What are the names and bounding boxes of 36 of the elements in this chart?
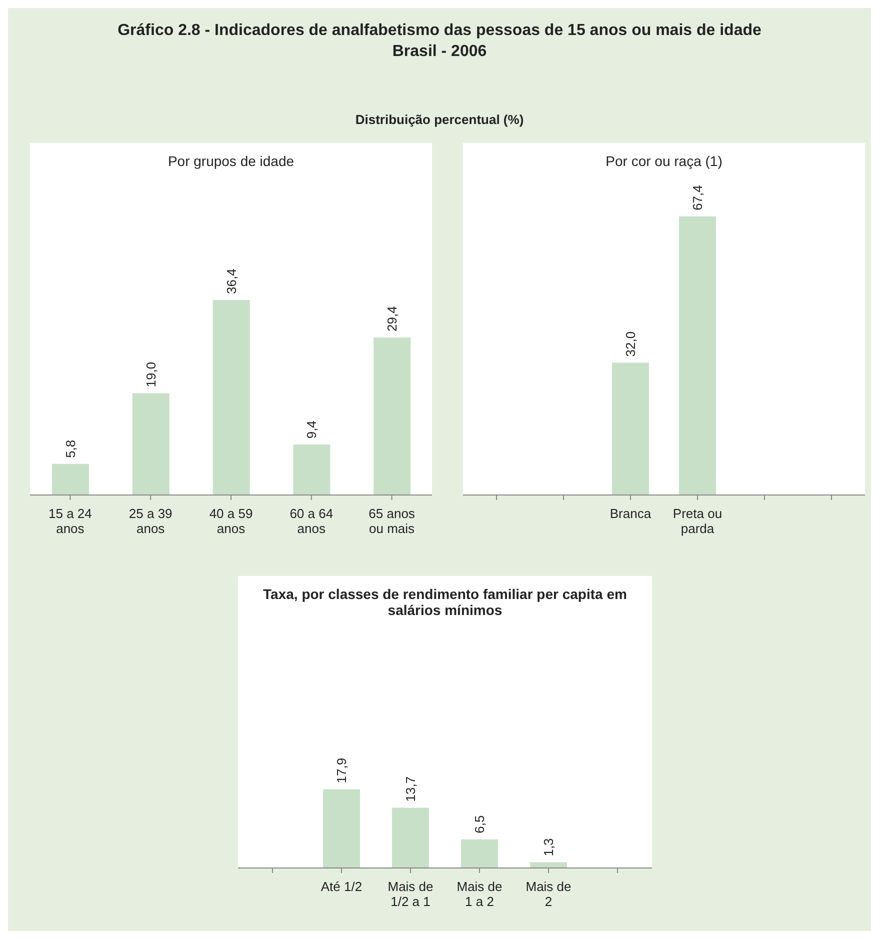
x-tick-label: Mais de 1 a 2 — [456, 879, 502, 909]
data-label: 29,4 — [384, 306, 400, 332]
x-tick-label: 60 a 64 anos — [290, 506, 334, 536]
x-tick-label: Até 1/2 — [320, 879, 362, 894]
x-tick-label: 65 anos ou mais — [368, 506, 416, 536]
data-label: 1,3 — [541, 838, 556, 856]
bar — [461, 839, 498, 868]
bar — [293, 444, 330, 495]
chart-title: Por cor ou raça (1) — [604, 153, 724, 169]
x-tick-label: Branca — [610, 506, 652, 521]
chart-title: Taxa, por classes de rendimento familiar per capita em salários mínimos — [262, 586, 628, 618]
x-tick-label: 25 a 39 anos — [128, 506, 172, 536]
bar — [52, 464, 89, 495]
bar — [323, 789, 360, 868]
data-label: 6,5 — [472, 815, 487, 834]
data-label: 9,4 — [304, 420, 320, 439]
data-label: 67,4 — [690, 185, 705, 210]
data-label: 17,9 — [334, 758, 349, 784]
data-label: 19,0 — [143, 362, 158, 388]
data-label: 32,0 — [623, 331, 638, 357]
x-tick-label: 15 a 24 anos — [48, 506, 92, 536]
bar — [132, 393, 170, 495]
data-label: 13,7 — [403, 776, 418, 802]
text: Brasil - 2006 — [391, 42, 488, 62]
x-tick-label: 40 a 59 anos — [209, 506, 253, 536]
data-label: 36,4 — [224, 268, 239, 294]
chart-title: Por grupos de idade — [166, 153, 296, 169]
bar — [374, 338, 411, 495]
x-tick-label: Preta ou parda — [672, 506, 722, 536]
bar — [392, 808, 429, 868]
data-label: 5,8 — [63, 440, 78, 458]
bar — [212, 300, 250, 495]
x-tick-label: Mais de 2 — [526, 879, 572, 909]
x-tick-label: Mais de 1/2 a 1 — [388, 879, 434, 909]
text: Gráfico 2.8 - Indicadores de analfabetismo das pessoas de 15 anos ou mais de idade — [116, 21, 762, 41]
text: Distribuição percentual (%) — [354, 112, 525, 127]
